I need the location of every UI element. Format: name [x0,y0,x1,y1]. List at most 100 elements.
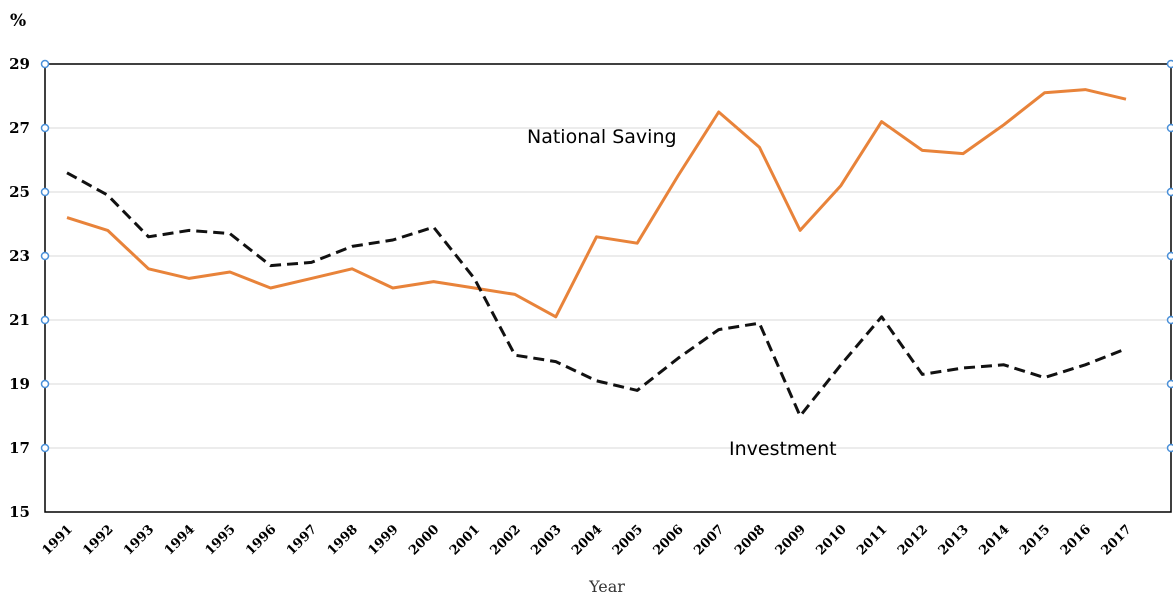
y-tick-marker-right [1166,443,1173,453]
data-point [595,235,598,238]
data-point [799,415,802,418]
data-point [880,120,883,123]
data-point [391,287,394,290]
data-point [636,389,639,392]
series-line-national-saving [66,88,1127,319]
x-tick-label: 1991 [40,522,76,558]
x-tick-label: 1993 [121,522,157,558]
data-point [676,175,679,178]
x-tick-label: 2013 [936,522,972,558]
x-tick-label: 1999 [365,522,401,558]
y-tick-label: 25 [9,183,30,201]
y-unit-label: % [10,11,26,31]
data-point [514,293,517,296]
data-point [717,111,720,114]
x-tick-label: 1992 [80,522,116,558]
series-line-investment [66,171,1127,418]
data-point [1002,123,1005,126]
x-tick-label: 2003 [528,522,564,558]
y-tick-marker [40,251,50,261]
data-point [66,216,69,219]
y-tick-marker-right [1166,187,1173,197]
x-tick-label: 2010 [814,522,850,558]
data-point [473,287,476,290]
series-label-national-saving: National Saving [527,126,677,148]
x-tick-label: 2001 [447,522,483,558]
data-point [1002,363,1005,366]
x-tick-label: 1998 [325,522,361,558]
x-tick-label: 2009 [773,522,809,558]
data-point [799,229,802,232]
x-tick-label: 2011 [854,522,890,558]
data-point [351,245,354,248]
y-tick-marker-right [1166,123,1173,133]
y-tick-label: 27 [9,119,30,137]
data-point [839,184,842,187]
plot-frame [44,63,1172,513]
y-tick-label: 21 [9,311,30,329]
x-tick-label: 2014 [976,522,1012,558]
data-point [758,146,761,149]
data-point [636,242,639,245]
data-point [717,328,720,331]
x-tick-label: 2017 [1099,522,1135,558]
x-tick-label: 1995 [203,522,239,558]
data-point [310,261,313,264]
y-tick-marker-right [1166,251,1173,261]
data-point [269,264,272,267]
y-tick-labels: 15 17 19 21 23 25 27 29 [9,55,30,521]
data-point [432,226,435,229]
data-point [188,229,191,232]
data-point [147,267,150,270]
data-point [595,379,598,382]
y-tick-marker [40,123,50,133]
x-tick-label: 2016 [1058,522,1094,558]
data-point [921,149,924,152]
x-tick-label: 1996 [243,522,279,558]
data-point [839,363,842,366]
data-point [106,229,109,232]
y-tick-label: 17 [9,439,30,457]
y-tick-marker [40,59,50,69]
x-tick-labels: 1991 1992 1993 1994 1995 1996 1997 1998 1999 2000… [40,522,1135,558]
axis-tick-markers [40,59,1173,453]
x-tick-label: 1997 [284,522,320,558]
data-point [962,152,965,155]
y-tick-marker [40,187,50,197]
data-point [351,267,354,270]
x-axis-label: Year [588,577,625,596]
y-tick-label: 19 [9,375,30,393]
data-point [758,322,761,325]
x-tick-label: 2004 [569,522,605,558]
data-point [310,277,313,280]
data-point [106,194,109,197]
data-point [66,171,69,174]
data-point [473,277,476,280]
y-tick-marker [40,443,50,453]
x-tick-label: 1994 [162,522,198,558]
data-point [921,373,924,376]
x-tick-label: 2008 [732,522,768,558]
data-point [1084,363,1087,366]
data-point [228,271,231,274]
data-point [147,235,150,238]
y-tick-marker-right [1166,59,1173,69]
data-point [1043,376,1046,379]
y-tick-marker-right [1166,315,1173,325]
series-label-investment: Investment [729,438,837,460]
data-point [1084,88,1087,91]
x-tick-label: 2007 [691,522,727,558]
data-point [676,357,679,360]
x-tick-label: 2006 [651,522,687,558]
data-point [228,232,231,235]
data-point [880,315,883,318]
y-tick-label: 29 [9,55,30,73]
x-tick-label: 2015 [1017,522,1053,558]
y-tick-label: 23 [9,247,30,265]
data-point [432,280,435,283]
data-point [514,354,517,357]
data-point [1124,98,1127,101]
data-point [391,239,394,242]
data-point [554,315,557,318]
